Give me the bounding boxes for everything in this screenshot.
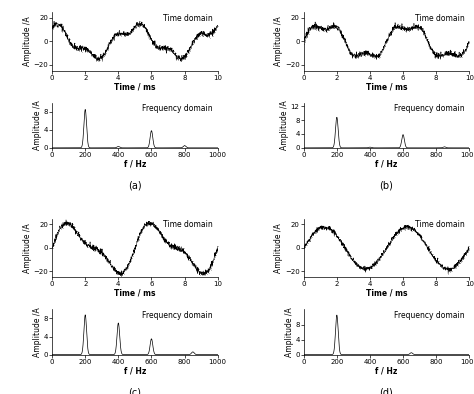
Y-axis label: Amplitude /A: Amplitude /A [23,16,32,66]
X-axis label: Time / ms: Time / ms [114,289,155,298]
Text: Time domain: Time domain [415,220,465,229]
Y-axis label: Amplitude /A: Amplitude /A [274,16,283,66]
Text: Time domain: Time domain [415,13,465,22]
Text: Frequency domain: Frequency domain [394,104,465,113]
Y-axis label: Amplitude /A: Amplitude /A [33,100,42,150]
Y-axis label: Amplitude /A: Amplitude /A [23,223,32,273]
Text: Time domain: Time domain [163,13,213,22]
X-axis label: f / Hz: f / Hz [124,160,146,168]
X-axis label: Time / ms: Time / ms [366,289,407,298]
Y-axis label: Amplitude /A: Amplitude /A [33,307,42,357]
X-axis label: Time / ms: Time / ms [114,82,155,91]
X-axis label: f / Hz: f / Hz [375,366,398,375]
X-axis label: Time / ms: Time / ms [366,82,407,91]
Text: (c): (c) [128,387,141,394]
Y-axis label: Amplitude /A: Amplitude /A [280,100,289,150]
Text: Frequency domain: Frequency domain [394,311,465,320]
Text: (b): (b) [380,180,393,190]
Text: (a): (a) [128,180,142,190]
Y-axis label: Amplitude /A: Amplitude /A [274,223,283,273]
Y-axis label: Amplitude /A: Amplitude /A [285,307,294,357]
Text: (d): (d) [380,387,393,394]
X-axis label: f / Hz: f / Hz [124,366,146,375]
Text: Time domain: Time domain [163,220,213,229]
Text: Frequency domain: Frequency domain [142,311,213,320]
X-axis label: f / Hz: f / Hz [375,160,398,168]
Text: Frequency domain: Frequency domain [142,104,213,113]
